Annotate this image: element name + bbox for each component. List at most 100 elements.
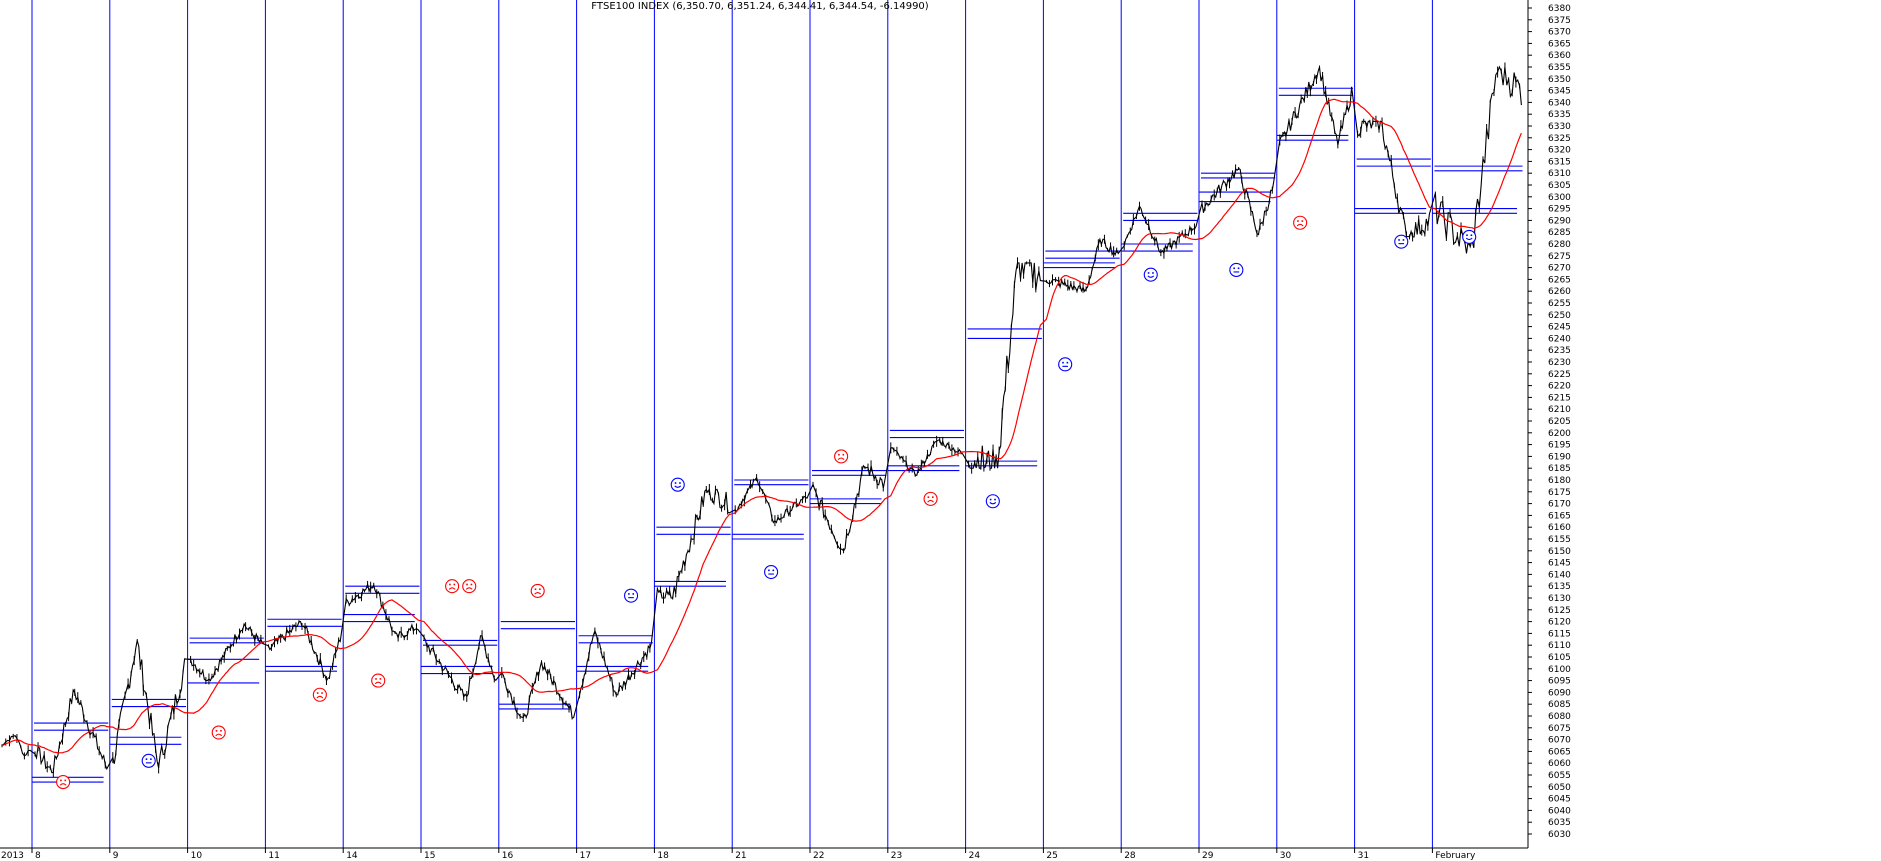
x-tick-label: 28 <box>1124 851 1136 861</box>
x-tick-label: 17 <box>580 851 591 861</box>
y-tick-label: 6040 <box>1548 806 1571 816</box>
face-outline <box>1143 267 1158 282</box>
face-mouth <box>215 733 223 737</box>
y-tick-label: 6335 <box>1548 110 1571 120</box>
face-mouth <box>534 591 542 595</box>
face-happy-icon <box>670 477 685 492</box>
y-tick-label: 6030 <box>1548 830 1571 840</box>
face-mouth <box>1296 223 1304 227</box>
y-tick-label: 6065 <box>1548 747 1571 757</box>
face-sad-icon <box>371 673 386 688</box>
face-eye <box>1398 239 1400 241</box>
y-tick-label: 6290 <box>1548 216 1571 226</box>
face-neutral-icon <box>764 564 779 580</box>
y-tick-label: 6075 <box>1548 724 1571 734</box>
face-eye <box>321 692 323 694</box>
y-tick-label: 6055 <box>1548 771 1571 781</box>
moving-average-line <box>1 98 1522 754</box>
y-tick-label: 6260 <box>1548 287 1571 297</box>
x-tick-label: 24 <box>969 851 981 861</box>
y-tick-label: 6250 <box>1548 311 1571 321</box>
face-sad-icon <box>923 491 938 506</box>
face-neutral-icon <box>1058 357 1073 372</box>
face-eye <box>1402 239 1405 241</box>
price-series <box>1 62 1522 778</box>
y-tick-label: 6210 <box>1548 405 1571 415</box>
x-tick-label: February <box>1435 851 1476 861</box>
face-outline <box>462 579 477 594</box>
face-eye <box>674 482 677 484</box>
face-eye <box>842 453 845 456</box>
y-tick-label: 6220 <box>1548 382 1571 392</box>
face-eye <box>927 496 930 498</box>
y-tick-label: 6100 <box>1548 665 1571 675</box>
face-happy-icon <box>1143 267 1158 282</box>
y-tick-label: 6130 <box>1548 594 1571 604</box>
y-tick-label: 6360 <box>1548 51 1571 61</box>
face-eye <box>215 730 218 732</box>
face-outline <box>445 579 460 594</box>
face-eye <box>1466 234 1468 237</box>
y-tick-label: 6125 <box>1548 606 1571 616</box>
face-neutral-icon <box>1229 262 1244 278</box>
face-sad-icon <box>56 775 71 790</box>
y-tick-label: 6215 <box>1548 393 1571 403</box>
y-tick-label: 6280 <box>1548 240 1571 250</box>
face-outline <box>312 687 327 702</box>
face-mouth <box>989 502 997 505</box>
face-eye <box>1066 361 1069 364</box>
face-sad-icon <box>462 579 477 594</box>
y-tick-label: 6035 <box>1548 818 1571 828</box>
y-tick-label: 6070 <box>1548 736 1571 746</box>
y-tick-label: 6300 <box>1548 193 1571 203</box>
face-mouth <box>465 587 473 590</box>
y-tick-label: 6195 <box>1548 441 1571 451</box>
face-outline <box>670 477 685 492</box>
y-tick-label: 6050 <box>1548 783 1571 793</box>
face-eye <box>628 593 630 595</box>
face-outline <box>1293 215 1308 230</box>
face-outline <box>764 564 779 580</box>
face-eye <box>994 498 996 501</box>
sentiment-faces <box>56 215 1477 790</box>
face-eye <box>1297 220 1299 222</box>
y-tick-label: 6275 <box>1548 252 1571 262</box>
y-tick-label: 6080 <box>1548 712 1571 722</box>
face-eye <box>375 678 377 680</box>
face-eye <box>1301 220 1304 222</box>
face-eye <box>449 583 451 586</box>
y-tick-label: 6270 <box>1548 264 1571 274</box>
face-outline <box>530 583 545 598</box>
face-eye <box>989 498 992 501</box>
x-tick-label: 29 <box>1202 851 1214 861</box>
y-tick-label: 6365 <box>1548 39 1571 49</box>
chart-title: FTSE100 INDEX (6,350.70, 6,351.24, 6,344… <box>591 1 929 12</box>
face-eye <box>1147 272 1150 274</box>
face-mouth <box>674 485 682 488</box>
face-eye <box>1237 267 1240 270</box>
face-neutral-icon <box>1394 234 1409 249</box>
y-tick-label: 6340 <box>1548 98 1571 108</box>
x-tick-label: 2013 <box>1 851 24 861</box>
y-tick-label: 6240 <box>1548 334 1571 344</box>
face-outline <box>1462 229 1477 244</box>
y-tick-label: 6310 <box>1548 169 1571 179</box>
face-sad-icon <box>312 687 327 702</box>
y-tick-label: 6375 <box>1548 16 1571 26</box>
y-tick-label: 6085 <box>1548 700 1571 710</box>
face-eye <box>466 583 468 586</box>
y-tick-label: 6150 <box>1548 547 1571 557</box>
face-eye <box>379 678 382 680</box>
y-tick-label: 6185 <box>1548 464 1571 474</box>
x-tick-label: 10 <box>191 851 203 861</box>
y-tick-label: 6355 <box>1548 63 1571 73</box>
face-outline <box>56 775 71 790</box>
face-mouth <box>448 587 456 590</box>
face-eye <box>931 496 934 498</box>
x-tick-label: 30 <box>1280 851 1292 861</box>
y-tick-label: 6060 <box>1548 759 1571 769</box>
face-sad-icon <box>1293 215 1308 230</box>
face-eye <box>1233 267 1235 270</box>
face-mouth <box>927 499 934 503</box>
